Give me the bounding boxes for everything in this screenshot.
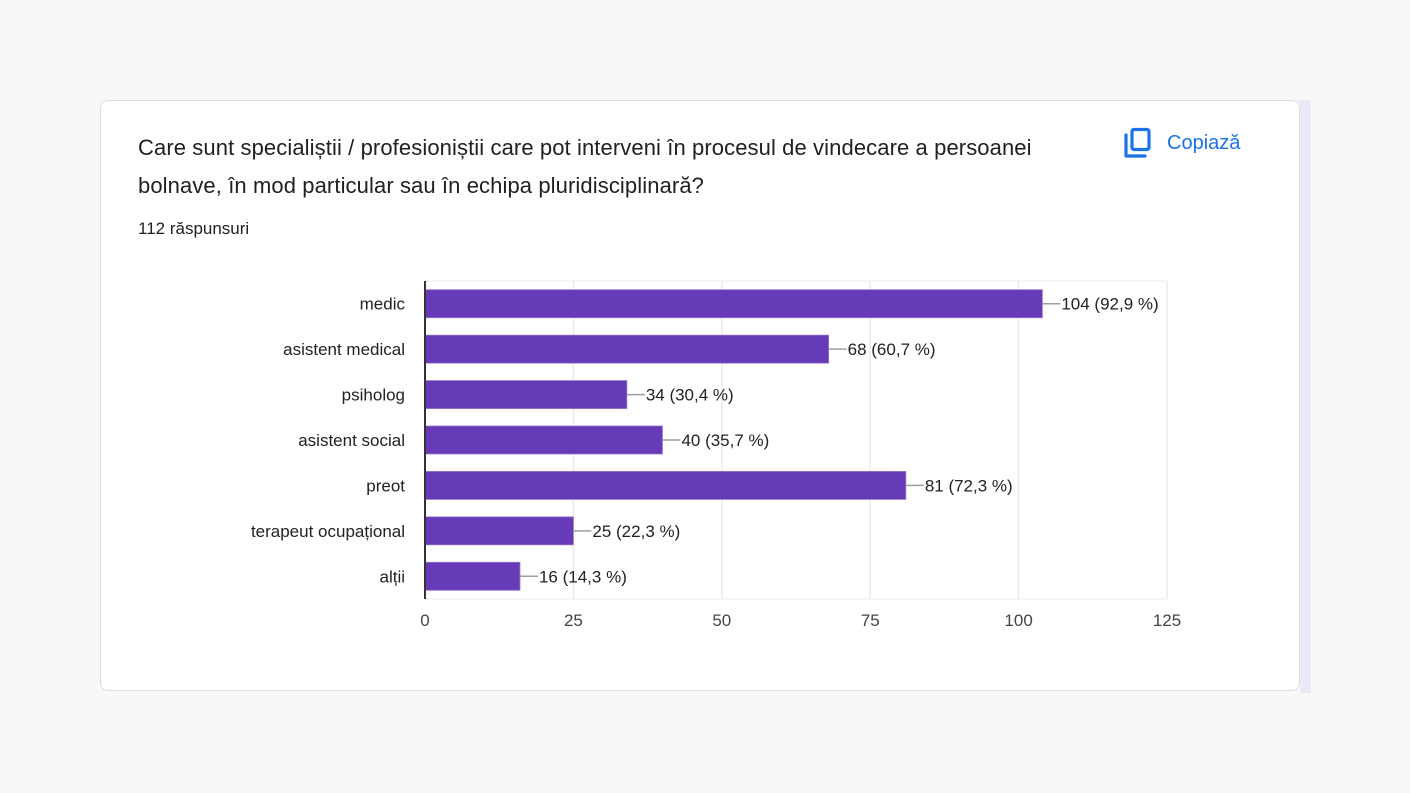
category-label: terapeut ocupațional bbox=[251, 522, 405, 541]
x-tick-label: 100 bbox=[1004, 611, 1032, 630]
x-tick-label: 75 bbox=[861, 611, 880, 630]
x-tick-label: 50 bbox=[712, 611, 731, 630]
bar[interactable] bbox=[424, 289, 1043, 319]
responses-count: 112 răspunsuri bbox=[138, 219, 250, 238]
bar[interactable] bbox=[424, 425, 663, 455]
x-tick-label: 25 bbox=[564, 611, 583, 630]
bar[interactable] bbox=[424, 561, 521, 591]
category-label: medic bbox=[360, 295, 406, 314]
x-tick-label: 125 bbox=[1153, 611, 1181, 630]
category-label: asistent social bbox=[298, 431, 405, 450]
value-label: 16 (14,3 %) bbox=[539, 567, 627, 586]
copy-button-label: Copiază bbox=[1167, 131, 1241, 154]
bar[interactable] bbox=[424, 516, 574, 546]
value-label: 25 (22,3 %) bbox=[592, 522, 680, 541]
value-label: 68 (60,7 %) bbox=[848, 340, 936, 359]
bar-chart: 0 25 50 75 100 125 medic 104 (92,9 %) asistent m… bbox=[251, 280, 1181, 630]
copy-button[interactable]: Copiază bbox=[1123, 127, 1240, 159]
category-label: psiholog bbox=[342, 386, 405, 405]
category-label: asistent medical bbox=[283, 340, 405, 359]
value-label: 104 (92,9 %) bbox=[1061, 295, 1158, 314]
category-label: alții bbox=[379, 567, 405, 586]
copy-icon bbox=[1123, 127, 1153, 159]
question-card: Care sunt specialiștii / profesioniștii … bbox=[100, 100, 1300, 691]
bar[interactable] bbox=[424, 471, 907, 500]
bar[interactable] bbox=[424, 334, 830, 364]
value-label: 81 (72,3 %) bbox=[925, 476, 1013, 495]
value-label: 34 (30,4 %) bbox=[646, 386, 734, 405]
question-title: Care sunt specialiștii / profesioniștii … bbox=[138, 135, 1032, 198]
category-label: preot bbox=[366, 476, 405, 495]
side-strip bbox=[1300, 100, 1311, 693]
value-label: 40 (35,7 %) bbox=[681, 431, 769, 450]
x-tick-label: 0 bbox=[420, 611, 429, 630]
bar[interactable] bbox=[424, 380, 628, 409]
